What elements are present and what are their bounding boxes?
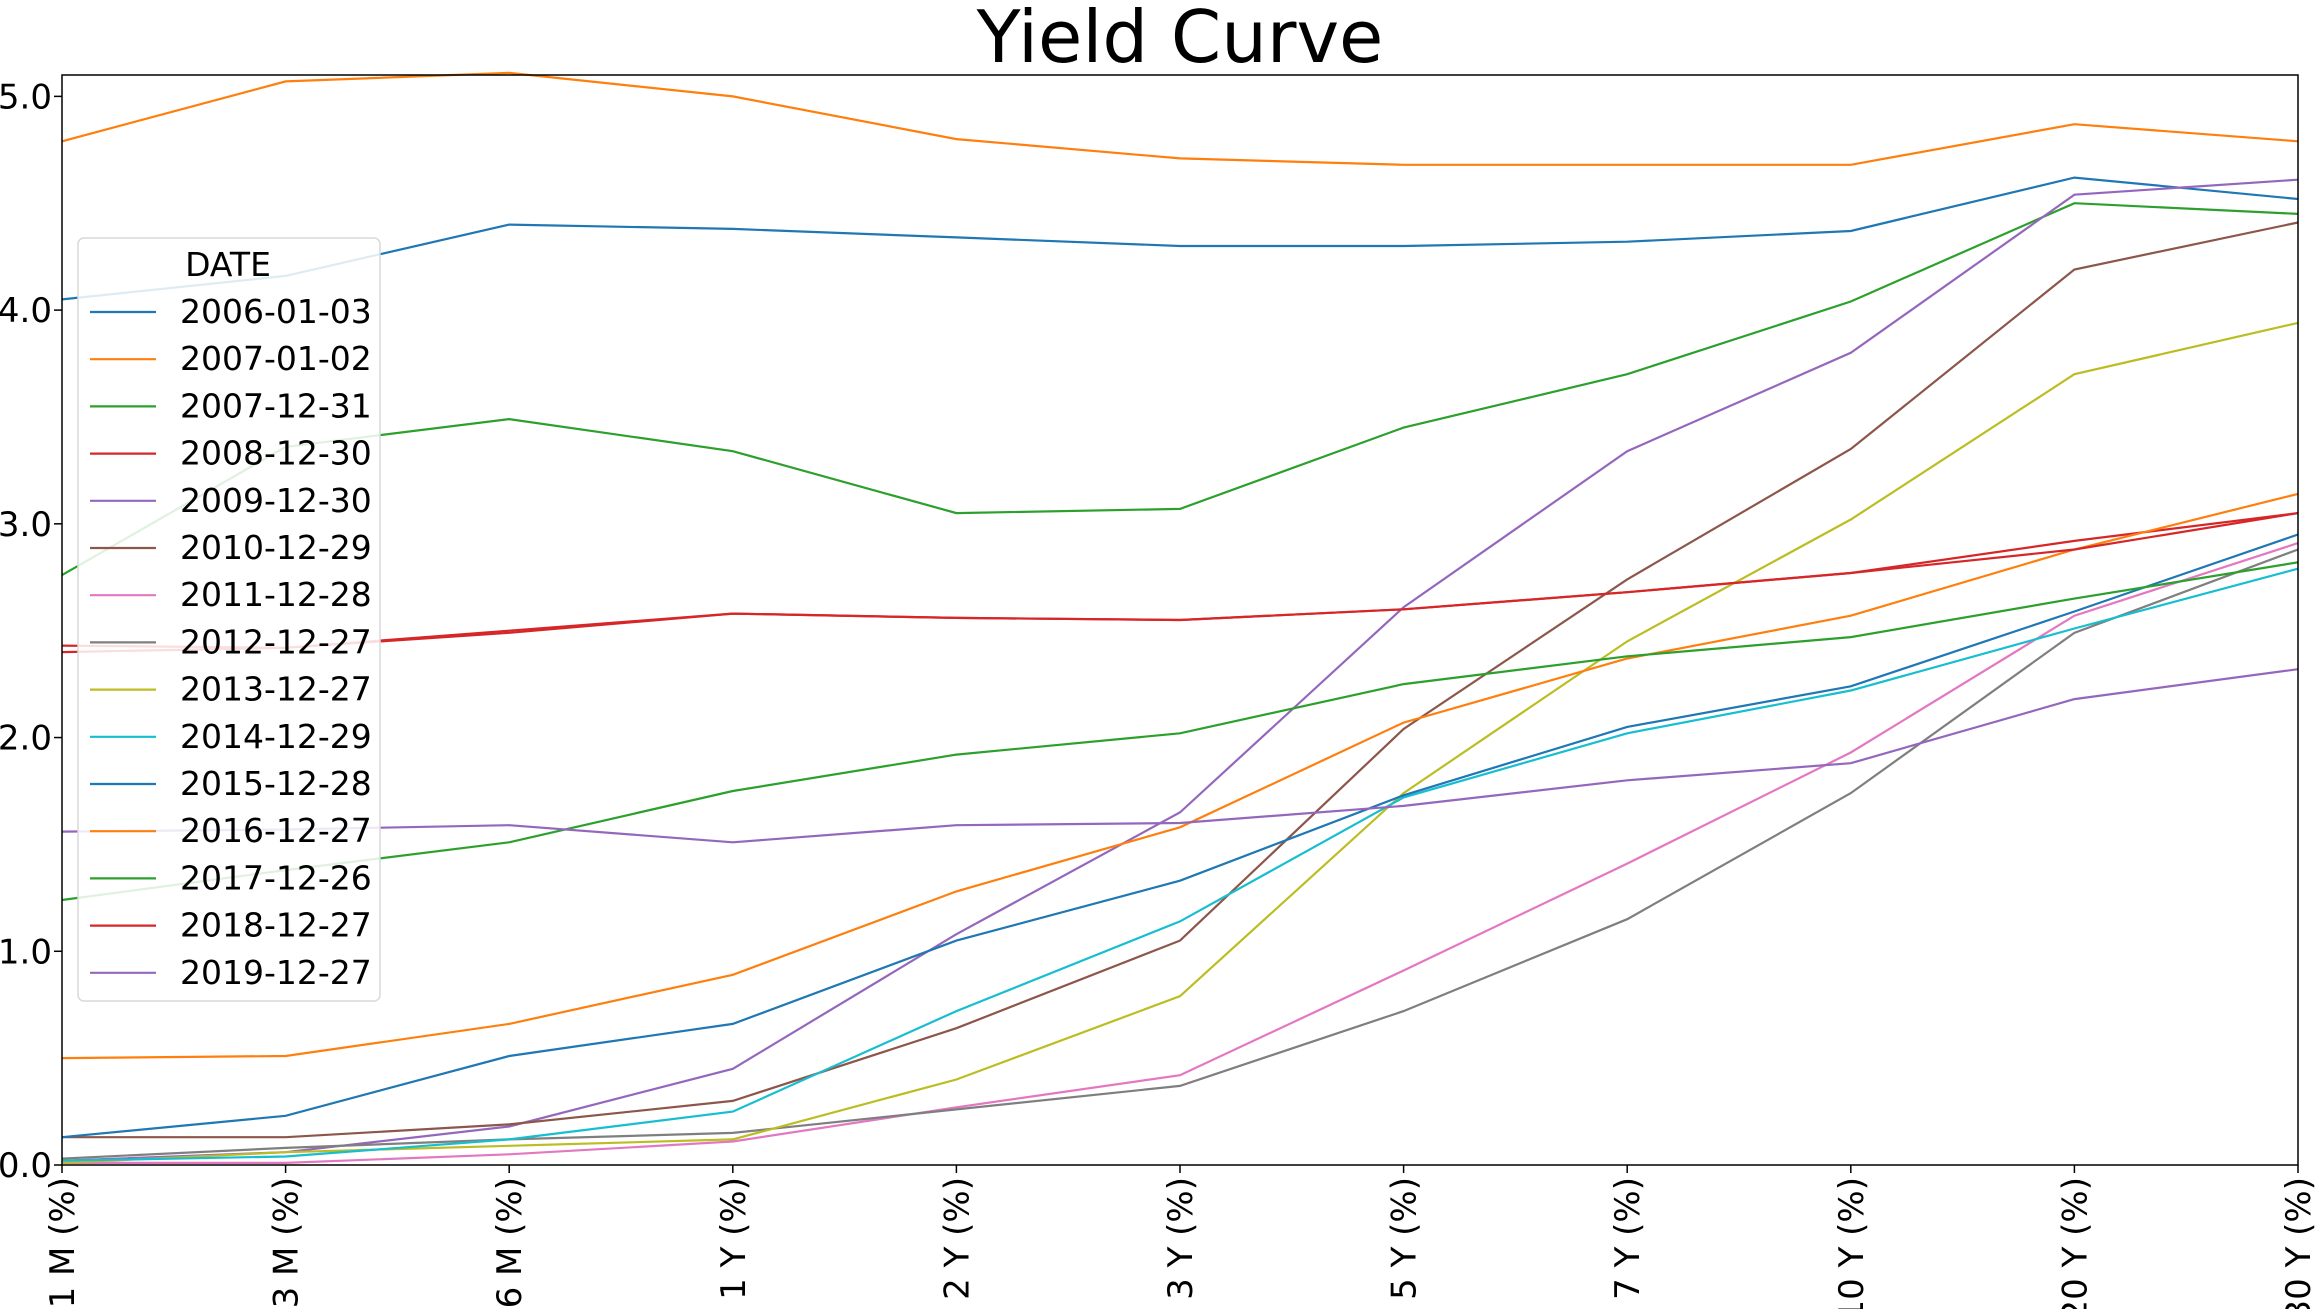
x-tick-label: 1 Y (%) — [714, 1177, 754, 1300]
legend-label: 2017-12-26 — [180, 858, 372, 897]
legend-label: 2015-12-28 — [180, 764, 372, 803]
legend-label: 2006-01-03 — [180, 292, 372, 331]
series-line-2009-12-30 — [61, 178, 2299, 1162]
series-line-2007-01-02 — [61, 71, 2299, 166]
legend-item: 2013-12-27 — [90, 670, 372, 709]
legend-item: 2008-12-30 — [90, 434, 372, 473]
series-lines — [61, 71, 2299, 1165]
legend-item: 2017-12-26 — [90, 858, 372, 897]
legend-label: 2007-12-31 — [180, 386, 372, 425]
legend-label: 2008-12-30 — [180, 434, 372, 473]
legend-item: 2019-12-27 — [90, 953, 372, 992]
series-line-2012-12-27 — [61, 548, 2299, 1160]
x-tick-label: 3 Y (%) — [1161, 1177, 1201, 1300]
legend-label: 2007-01-02 — [180, 339, 372, 378]
series-line-2013-12-27 — [61, 321, 2299, 1164]
legend-label: 2013-12-27 — [180, 670, 372, 709]
x-axis: 1 M (%) 3 M (%) 6 M (%) 1 Y (%) 2 Y (%) 3 Y (… — [43, 1165, 2316, 1309]
series-line-2007-12-31 — [61, 202, 2299, 577]
legend-item: 2012-12-27 — [90, 622, 372, 661]
legend-item: 2015-12-28 — [90, 764, 372, 803]
series-line-2015-12-28 — [61, 533, 2299, 1139]
series-line-2006-01-03 — [61, 176, 2299, 301]
series-line-2016-12-27 — [61, 492, 2299, 1060]
legend-item: 2011-12-28 — [90, 575, 372, 614]
series-line-2019-12-27 — [61, 668, 2299, 844]
y-tick-label: 1.0 — [0, 932, 52, 972]
x-tick-label: 10 Y (%) — [1832, 1177, 1872, 1309]
series-line-2017-12-26 — [61, 561, 2299, 902]
x-tick-label: 7 Y (%) — [1608, 1177, 1648, 1300]
legend-label: 2019-12-27 — [180, 953, 372, 992]
x-tick-label: 2 Y (%) — [937, 1177, 977, 1300]
legend-item: 2016-12-27 — [90, 811, 372, 850]
legend-label: 2010-12-29 — [180, 528, 372, 567]
series-line-2011-12-28 — [62, 542, 2299, 1165]
y-tick-label: 4.0 — [0, 291, 52, 331]
legend-box — [77, 237, 381, 1002]
x-tick-label: 1 M (%) — [43, 1177, 83, 1308]
legend-label: 2009-12-30 — [180, 481, 372, 520]
legend-item: 2014-12-29 — [90, 717, 372, 756]
legend-label: 2014-12-29 — [180, 717, 372, 756]
series-line-2008-12-30 — [61, 512, 2299, 649]
x-tick-label: 5 Y (%) — [1385, 1177, 1425, 1300]
legend-item: 2007-01-02 — [90, 339, 372, 378]
y-tick-label: 0.0 — [0, 1146, 52, 1186]
y-axis: 0.0 1.0 2.0 3.0 4.0 5.0 — [0, 77, 62, 1186]
x-tick-label: 20 Y (%) — [2055, 1177, 2095, 1309]
legend-label: 2018-12-27 — [180, 906, 372, 945]
legend-item: 2007-12-31 — [90, 386, 372, 425]
legend-label: 2011-12-28 — [180, 575, 372, 614]
legend-item: 2010-12-29 — [90, 528, 372, 567]
series-line-2010-12-29 — [62, 221, 2299, 1139]
legend-label: 2016-12-27 — [180, 811, 372, 850]
legend-label: 2012-12-27 — [180, 622, 372, 661]
legend-item: 2009-12-30 — [90, 481, 372, 520]
chart-title: Yield Curve — [976, 0, 1384, 79]
legend: DATE 2006-01-03 2007-01-02 2007-12-31 2008-1… — [77, 237, 381, 1002]
y-tick-label: 5.0 — [0, 77, 52, 117]
legend-title: DATE — [185, 245, 271, 284]
series-line-2014-12-29 — [61, 567, 2299, 1162]
y-tick-label: 3.0 — [0, 505, 52, 545]
series-line-2018-12-27 — [61, 512, 2299, 654]
legend-item: 2006-01-03 — [90, 292, 372, 331]
x-tick-label: 3 M (%) — [267, 1177, 307, 1308]
y-tick-label: 2.0 — [0, 719, 52, 759]
x-tick-label: 6 M (%) — [490, 1177, 530, 1308]
x-tick-label: 30 Y (%) — [2279, 1177, 2316, 1309]
legend-item: 2018-12-27 — [90, 906, 372, 945]
